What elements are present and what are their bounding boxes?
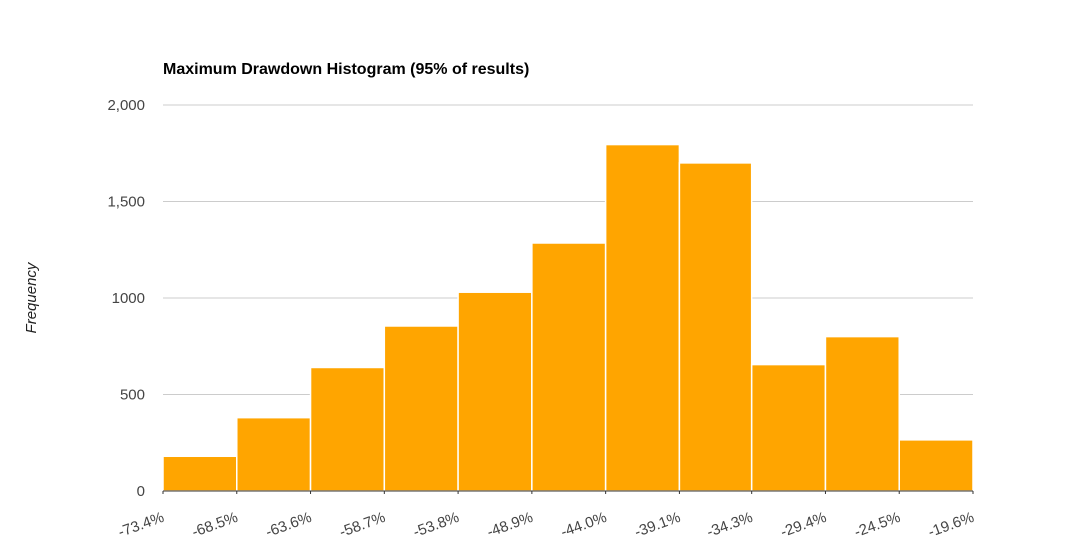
bar <box>309 366 386 492</box>
y-axis-title: Frequency <box>23 261 40 333</box>
bar <box>457 291 533 492</box>
bar <box>750 363 827 492</box>
x-tick-label: -68.5% <box>190 509 240 541</box>
x-tick-label: -48.9% <box>485 509 535 541</box>
bar <box>236 416 312 492</box>
x-tick-label: -73.4% <box>116 509 166 541</box>
y-tick-label: 2,000 <box>107 97 145 114</box>
x-tick-label: -19.6% <box>926 509 976 541</box>
bar <box>162 455 238 492</box>
x-tick-label: -34.3% <box>705 509 755 541</box>
x-tick-label: -39.1% <box>632 509 682 541</box>
bar <box>898 439 974 492</box>
x-tick-label: -63.6% <box>263 509 313 541</box>
x-tick-label: -53.8% <box>411 509 461 541</box>
bar <box>604 143 681 492</box>
y-tick-label: 1,500 <box>107 194 145 211</box>
x-tick-label: -58.7% <box>337 509 387 541</box>
bar <box>531 242 607 492</box>
x-tick-label: -24.5% <box>852 509 902 541</box>
x-tick-label: -44.0% <box>559 509 609 541</box>
bar <box>824 335 900 492</box>
bar <box>383 325 459 492</box>
x-tick-label: -29.4% <box>778 509 828 541</box>
chart-title: Maximum Drawdown Histogram (95% of resul… <box>163 61 529 78</box>
y-tick-label: 500 <box>120 387 145 404</box>
bar <box>678 162 753 492</box>
y-tick-label: 1000 <box>112 290 145 307</box>
y-tick-label: 0 <box>137 483 145 500</box>
